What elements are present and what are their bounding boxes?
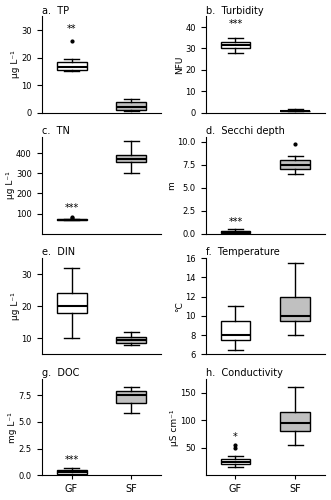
Y-axis label: μg L⁻¹: μg L⁻¹	[11, 50, 20, 78]
Text: ***: ***	[65, 203, 79, 213]
PathPatch shape	[117, 102, 147, 110]
Y-axis label: μg L⁻¹: μg L⁻¹	[6, 172, 15, 200]
PathPatch shape	[57, 294, 86, 313]
PathPatch shape	[117, 156, 147, 162]
PathPatch shape	[220, 231, 251, 232]
Text: d.  Secchi depth: d. Secchi depth	[206, 126, 284, 136]
Y-axis label: mg L⁻¹: mg L⁻¹	[8, 412, 17, 442]
Text: ***: ***	[228, 217, 243, 227]
PathPatch shape	[280, 412, 310, 432]
PathPatch shape	[57, 470, 86, 474]
Text: *: *	[233, 432, 238, 442]
Text: **: **	[67, 24, 76, 34]
PathPatch shape	[220, 42, 251, 48]
PathPatch shape	[220, 459, 251, 464]
Y-axis label: m: m	[167, 181, 176, 190]
PathPatch shape	[57, 62, 86, 70]
Y-axis label: μg L⁻¹: μg L⁻¹	[11, 292, 20, 320]
Y-axis label: °C: °C	[175, 301, 184, 312]
Text: a.  TP: a. TP	[42, 6, 69, 16]
PathPatch shape	[57, 219, 86, 220]
Text: e.  DIN: e. DIN	[42, 248, 75, 258]
PathPatch shape	[280, 296, 310, 321]
Text: c.  TN: c. TN	[42, 126, 70, 136]
Text: ***: ***	[65, 454, 79, 464]
Text: f.  Temperature: f. Temperature	[206, 248, 279, 258]
PathPatch shape	[117, 337, 147, 344]
Text: h.  Conductivity: h. Conductivity	[206, 368, 282, 378]
Y-axis label: NFU: NFU	[175, 56, 184, 74]
Text: ***: ***	[228, 19, 243, 29]
PathPatch shape	[117, 391, 147, 402]
PathPatch shape	[280, 160, 310, 170]
Text: g.  DOC: g. DOC	[42, 368, 79, 378]
PathPatch shape	[220, 321, 251, 340]
Text: b.  Turbidity: b. Turbidity	[206, 6, 263, 16]
Y-axis label: μS cm⁻¹: μS cm⁻¹	[170, 409, 179, 446]
